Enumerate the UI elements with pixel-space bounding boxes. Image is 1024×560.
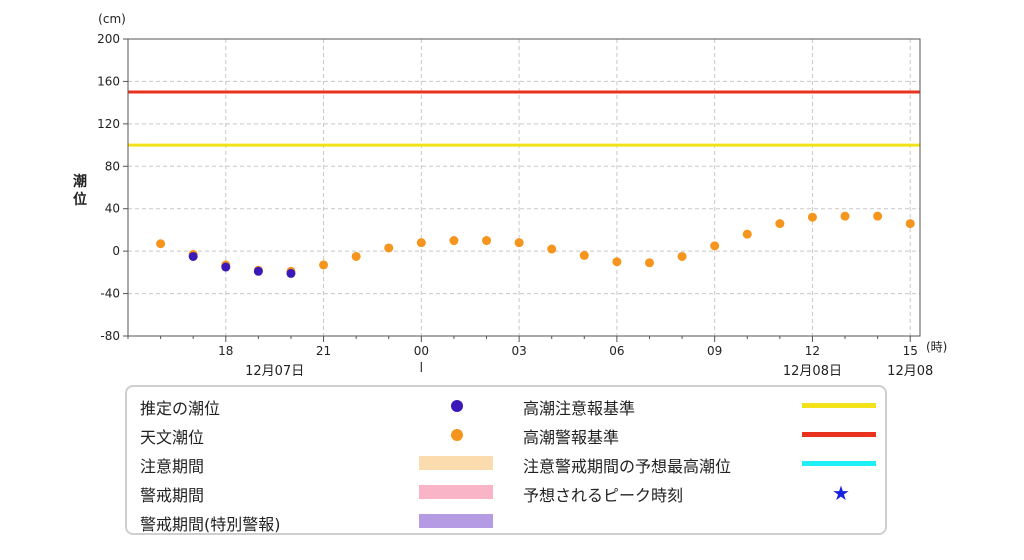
legend-swatch [419, 485, 493, 499]
legend-label: 注意期間 [140, 457, 205, 476]
date-label: 12月07日 [245, 364, 304, 379]
legend-dot-icon [451, 400, 463, 412]
data-point [742, 229, 752, 239]
data-point [677, 251, 687, 261]
x-tick-label: 06 [609, 344, 624, 358]
data-point [710, 241, 720, 251]
date-label: 12月08 [887, 364, 933, 379]
data-point [449, 236, 459, 246]
star-icon: ★ [832, 481, 850, 505]
legend-label: 警戒期間 [140, 486, 205, 505]
legend-line [802, 432, 876, 437]
data-point [807, 212, 817, 222]
x-tick-label: 03 [511, 344, 526, 358]
data-point [514, 238, 524, 248]
grid [128, 39, 920, 336]
y-axis-title-char: 位 [73, 191, 87, 208]
x-unit-label: (時) [926, 340, 947, 354]
data-point [579, 250, 589, 260]
legend-label: 注意警戒期間の予想最高潮位 [523, 457, 732, 476]
data-point [156, 239, 166, 249]
data-point [873, 211, 883, 221]
data-point [547, 244, 557, 254]
legend-line [802, 403, 876, 408]
data-point [416, 238, 426, 248]
data-point [775, 219, 785, 229]
legend-label: 高潮警報基準 [523, 428, 620, 447]
threshold-lines [128, 90, 920, 147]
data-point [221, 262, 231, 272]
legend: 推定の潮位天文潮位注意期間警戒期間警戒期間(特別警報) 高潮注意報基準 高潮警報基準… [125, 385, 887, 535]
data-points [156, 211, 915, 278]
x-tick-label: 12 [805, 344, 820, 358]
y-tick-label: 120 [97, 117, 120, 131]
y-tick-label: -80 [100, 329, 120, 343]
y-tick-label: -40 [100, 287, 120, 301]
legend-label: 高潮注意報基準 [523, 399, 636, 418]
data-point [384, 243, 394, 253]
legend-line [802, 461, 876, 466]
y-axis-title-char: 潮 [73, 173, 87, 190]
date-label: 12月08日 [783, 364, 842, 379]
legend-label: 天文潮位 [140, 428, 205, 447]
legend-swatch [419, 456, 493, 470]
y-tick-label: 0 [112, 244, 120, 258]
x-tick-label: 15 [903, 344, 918, 358]
x-tick-label: 00 [414, 344, 429, 358]
data-point [612, 257, 622, 267]
y-tick-label: 200 [97, 32, 120, 46]
plot-frame [127, 38, 921, 337]
x-tick-label: 21 [316, 344, 331, 358]
y-tick-label: 160 [97, 74, 120, 88]
data-point [644, 258, 654, 268]
y-unit-label: (cm) [98, 12, 126, 26]
data-point [286, 268, 296, 278]
data-point [840, 211, 850, 221]
legend-label: 警戒期間(特別警報) [140, 515, 281, 534]
tide-chart: 200 160 120 80 40 0 -40 -80 18 21 00 03 06 09 12 15 12月0… [73, 12, 947, 379]
legend-label: 推定の潮位 [140, 399, 221, 418]
legend-swatch [419, 514, 493, 528]
data-point [253, 266, 263, 276]
data-point [351, 251, 361, 261]
legend-dot-icon [451, 429, 463, 441]
data-point [319, 260, 329, 270]
x-tick-label: 18 [218, 344, 233, 358]
axes: 200 160 120 80 40 0 -40 -80 18 21 00 03 06 09 12 15 12月0… [97, 32, 933, 379]
data-point [188, 251, 198, 261]
y-axis-title: 潮位 [73, 173, 87, 208]
data-point [482, 236, 492, 246]
y-tick-label: 80 [105, 159, 120, 173]
data-point [905, 219, 915, 229]
legend-label: 予想されるピーク時刻 [523, 486, 684, 505]
x-tick-label: 09 [707, 344, 722, 358]
y-tick-label: 40 [105, 202, 120, 216]
